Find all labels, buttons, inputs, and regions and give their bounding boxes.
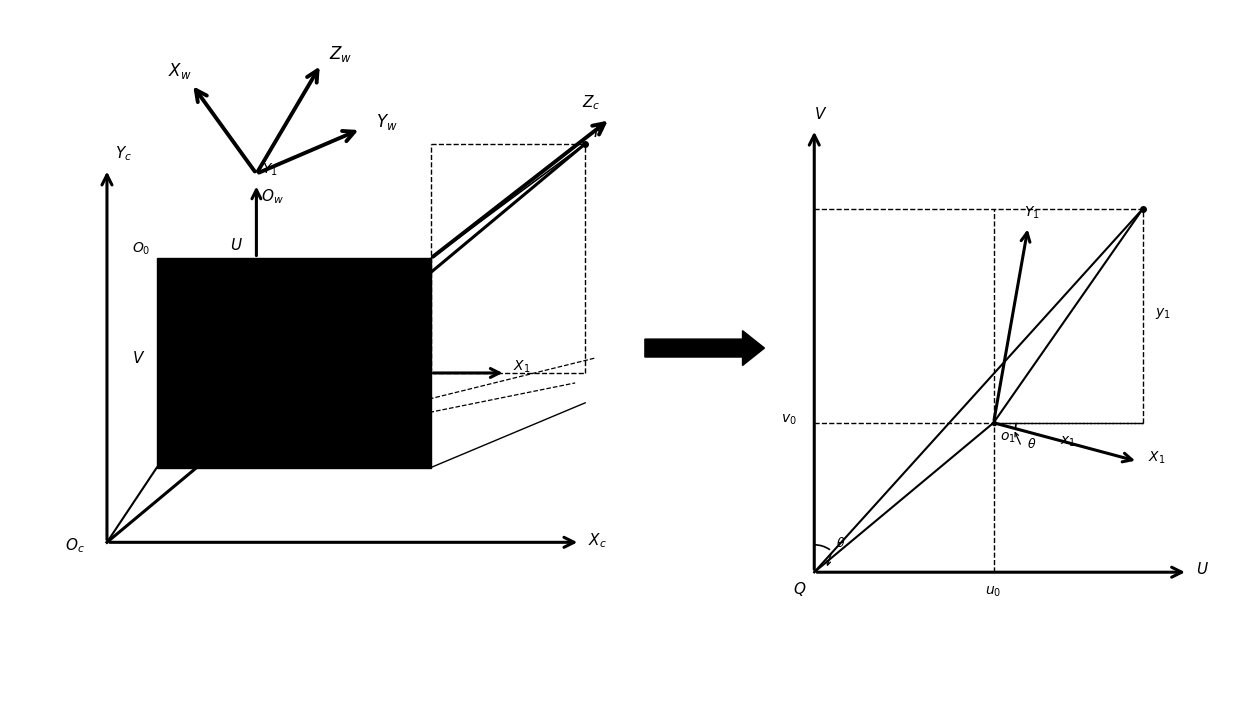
Text: $Y_w$: $Y_w$: [376, 112, 398, 132]
Text: $V$: $V$: [813, 106, 827, 122]
Text: $U$: $U$: [231, 237, 243, 253]
Text: $V$: $V$: [131, 350, 145, 366]
FancyArrow shape: [645, 331, 764, 365]
Text: $X_1$: $X_1$: [1148, 449, 1166, 466]
Text: $o_1$: $o_1$: [999, 431, 1016, 445]
Text: $X_1$: $X_1$: [513, 359, 531, 376]
Text: $\theta$: $\theta$: [837, 537, 846, 550]
Text: $U$: $U$: [1195, 561, 1209, 577]
Text: $v_0$: $v_0$: [781, 413, 796, 427]
Text: $Q$: $Q$: [792, 580, 806, 598]
Text: $Y_1$: $Y_1$: [1024, 205, 1040, 221]
Text: $Z_w$: $Z_w$: [329, 44, 352, 64]
Text: $O_w$: $O_w$: [262, 188, 284, 206]
Text: $x_1$: $x_1$: [1060, 435, 1076, 449]
Bar: [156, 258, 430, 467]
Text: $\theta$: $\theta$: [1027, 437, 1037, 451]
Text: $Z_c$: $Z_c$: [582, 93, 600, 111]
Text: $Y_1$: $Y_1$: [263, 162, 278, 178]
Text: $O_0$: $O_0$: [133, 240, 151, 257]
Text: $O_c$: $O_c$: [66, 537, 86, 555]
Text: $Y_c$: $Y_c$: [115, 145, 131, 164]
Text: $X_w$: $X_w$: [167, 61, 191, 81]
Text: $y_1$: $y_1$: [1154, 306, 1171, 321]
Text: $X_c$: $X_c$: [588, 531, 606, 550]
Text: $P$: $P$: [593, 123, 605, 141]
Text: $u_0$: $u_0$: [986, 584, 1002, 598]
